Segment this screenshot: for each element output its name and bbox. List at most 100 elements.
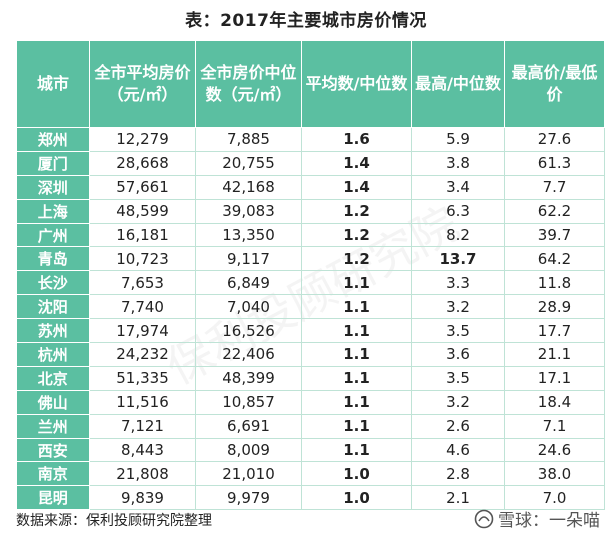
avg-price-cell: 8,443 (89, 438, 196, 463)
table-row: 苏州 17,974 16,526 1.1 3.5 17.7 (16, 318, 605, 344)
avg-median-ratio-cell: 1.2 (301, 246, 412, 272)
avg-price-cell: 7,121 (89, 414, 196, 439)
avg-median-ratio-cell: 1.1 (301, 318, 412, 344)
median-price-cell: 9,117 (195, 246, 302, 272)
avg-price-cell: 48,599 (89, 199, 196, 224)
max-min-ratio-cell: 21.1 (504, 342, 605, 367)
table-row: 兰州 7,121 6,691 1.1 2.6 7.1 (16, 414, 605, 439)
header-max-median-ratio: 最高/中位数 (411, 40, 505, 128)
max-min-ratio-cell: 64.2 (504, 246, 605, 272)
median-price-cell: 22,406 (195, 342, 302, 367)
avg-price-cell: 57,661 (89, 175, 196, 200)
city-cell: 长沙 (16, 270, 90, 296)
median-price-cell: 6,691 (195, 414, 302, 439)
table-row: 深圳 57,661 42,168 1.4 3.4 7.7 (16, 175, 605, 200)
max-median-ratio-cell: 5.9 (411, 127, 505, 152)
city-cell: 深圳 (16, 175, 90, 200)
max-median-ratio-cell: 3.6 (411, 342, 505, 367)
max-median-ratio-cell: 13.7 (411, 246, 505, 272)
median-price-cell: 20,755 (195, 151, 302, 176)
avg-median-ratio-cell: 1.1 (301, 438, 412, 463)
city-cell: 青岛 (16, 246, 90, 272)
avg-median-ratio-cell: 1.0 (301, 485, 412, 511)
max-median-ratio-cell: 8.2 (411, 223, 505, 248)
table-title: 表：2017年主要城市房价情况 (185, 11, 427, 31)
max-min-ratio-cell: 17.7 (504, 318, 605, 344)
max-median-ratio-cell: 3.2 (411, 294, 505, 320)
corner-watermark-text: 雪球：一朵喵 (498, 511, 600, 531)
avg-price-cell: 28,668 (89, 151, 196, 176)
table-row: 沈阳 7,740 7,040 1.1 3.2 28.9 (16, 294, 605, 320)
avg-median-ratio-cell: 1.4 (301, 151, 412, 176)
max-min-ratio-cell: 61.3 (504, 151, 605, 176)
table-row: 厦门 28,668 20,755 1.4 3.8 61.3 (16, 151, 605, 176)
table-row: 西安 8,443 8,009 1.1 4.6 24.6 (16, 438, 605, 463)
city-cell: 上海 (16, 199, 90, 224)
avg-price-cell: 10,723 (89, 246, 196, 272)
avg-median-ratio-cell: 1.1 (301, 390, 412, 415)
max-median-ratio-cell: 3.3 (411, 270, 505, 296)
median-price-cell: 7,885 (195, 127, 302, 152)
avg-price-cell: 24,232 (89, 342, 196, 367)
city-cell: 苏州 (16, 318, 90, 344)
table-body: 郑州 12,279 7,885 1.6 5.9 27.6 厦门 28,668 20,755 1.4… (16, 127, 605, 511)
header-city: 城市 (16, 40, 90, 128)
max-min-ratio-cell: 17.1 (504, 366, 605, 391)
city-cell: 南京 (16, 461, 90, 487)
avg-median-ratio-cell: 1.1 (301, 414, 412, 439)
table-row: 上海 48,599 39,083 1.2 6.3 62.2 (16, 199, 605, 224)
max-median-ratio-cell: 3.4 (411, 175, 505, 200)
table-row: 杭州 24,232 22,406 1.1 3.6 21.1 (16, 342, 605, 367)
avg-median-ratio-cell: 1.1 (301, 294, 412, 320)
avg-median-ratio-cell: 1.1 (301, 270, 412, 296)
median-price-cell: 48,399 (195, 366, 302, 391)
city-cell: 兰州 (16, 414, 90, 439)
max-median-ratio-cell: 4.6 (411, 438, 505, 463)
table-row: 南京 21,808 21,010 1.0 2.8 38.0 (16, 461, 605, 487)
avg-median-ratio-cell: 1.6 (301, 127, 412, 152)
max-median-ratio-cell: 3.5 (411, 366, 505, 391)
header-median-price: 全市房价中位数（元/㎡） (195, 40, 302, 128)
city-cell: 郑州 (16, 127, 90, 152)
max-min-ratio-cell: 7.0 (504, 485, 605, 511)
city-cell: 沈阳 (16, 294, 90, 320)
median-price-cell: 39,083 (195, 199, 302, 224)
max-min-ratio-cell: 18.4 (504, 390, 605, 415)
table-row: 北京 51,335 48,399 1.1 3.5 17.1 (16, 366, 605, 391)
max-min-ratio-cell: 39.7 (504, 223, 605, 248)
max-min-ratio-cell: 62.2 (504, 199, 605, 224)
avg-median-ratio-cell: 1.1 (301, 366, 412, 391)
table-row: 佛山 11,516 10,857 1.1 3.2 18.4 (16, 390, 605, 415)
avg-price-cell: 9,839 (89, 485, 196, 511)
max-min-ratio-cell: 11.8 (504, 270, 605, 296)
avg-price-cell: 16,181 (89, 223, 196, 248)
max-median-ratio-cell: 2.6 (411, 414, 505, 439)
max-median-ratio-cell: 2.1 (411, 485, 505, 511)
max-median-ratio-cell: 3.8 (411, 151, 505, 176)
city-cell: 西安 (16, 438, 90, 463)
avg-median-ratio-cell: 1.2 (301, 199, 412, 224)
city-cell: 佛山 (16, 390, 90, 415)
median-price-cell: 6,849 (195, 270, 302, 296)
header-max-min-ratio: 最高价/最低价 (504, 40, 605, 128)
max-min-ratio-cell: 7.7 (504, 175, 605, 200)
avg-price-cell: 7,653 (89, 270, 196, 296)
city-cell: 昆明 (16, 485, 90, 511)
avg-median-ratio-cell: 1.4 (301, 175, 412, 200)
avg-median-ratio-cell: 1.1 (301, 342, 412, 367)
header-avg-price: 全市平均房价（元/㎡） (89, 40, 196, 128)
avg-price-cell: 51,335 (89, 366, 196, 391)
max-min-ratio-cell: 28.9 (504, 294, 605, 320)
city-cell: 杭州 (16, 342, 90, 367)
median-price-cell: 42,168 (195, 175, 302, 200)
avg-median-ratio-cell: 1.0 (301, 461, 412, 487)
table-row: 昆明 9,839 9,979 1.0 2.1 7.0 (16, 485, 605, 511)
data-source-note: 数据来源：保利投顾研究院整理 (16, 513, 212, 529)
table-row: 郑州 12,279 7,885 1.6 5.9 27.6 (16, 127, 605, 152)
corner-watermark: 雪球：一朵喵 (474, 506, 600, 531)
median-price-cell: 16,526 (195, 318, 302, 344)
max-median-ratio-cell: 3.5 (411, 318, 505, 344)
avg-price-cell: 17,974 (89, 318, 196, 344)
table-row: 广州 16,181 13,350 1.2 8.2 39.7 (16, 223, 605, 248)
city-cell: 厦门 (16, 151, 90, 176)
